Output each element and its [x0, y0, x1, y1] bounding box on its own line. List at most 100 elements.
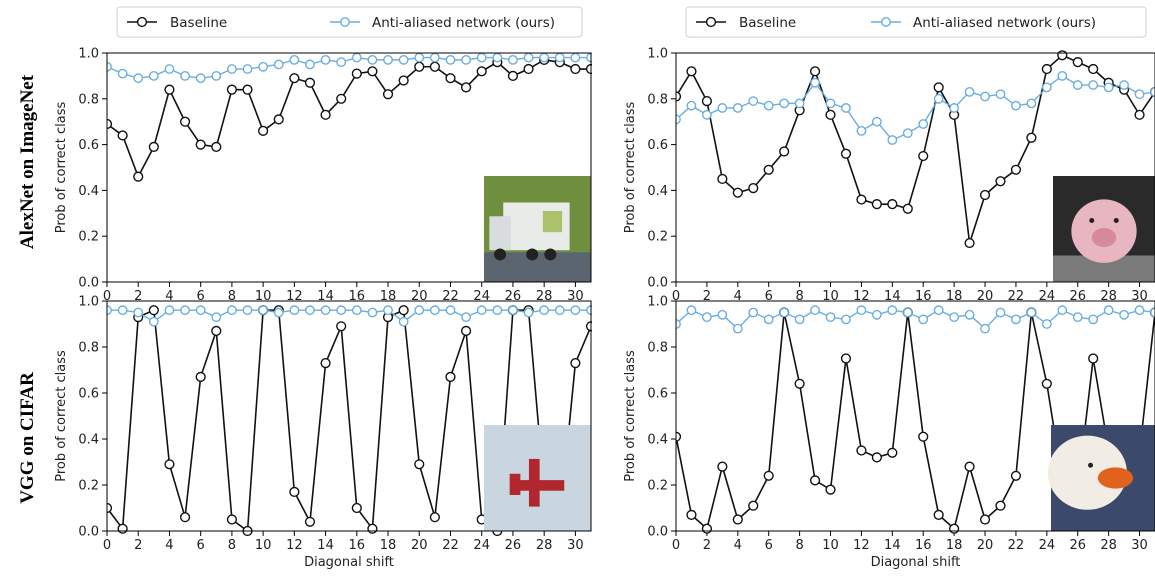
legend-baseline-label: Baseline: [170, 15, 227, 31]
legend-antialiased-label: Anti-aliased network (ours): [372, 15, 555, 31]
baseline-point: [414, 61, 425, 72]
baseline-point: [1041, 63, 1052, 75]
x-tick-label: 18: [380, 538, 397, 553]
antialiased-point: [902, 307, 913, 318]
baseline-point: [686, 66, 697, 77]
antialiased-point: [902, 128, 913, 139]
antialiased-point: [794, 98, 805, 109]
x-tick-label: 6: [765, 289, 773, 304]
plot-frame: [106, 300, 592, 532]
antialiased-point: [1011, 314, 1021, 325]
baseline-point: [460, 82, 472, 93]
antialiased-point: [1026, 307, 1037, 318]
y-tick-label: 0.4: [647, 184, 668, 199]
legend-antialiased-marker: [881, 17, 891, 27]
baseline-point: [748, 500, 759, 511]
baseline-point: [1010, 470, 1022, 481]
antialiased-point: [1088, 80, 1099, 90]
antialiased-point: [995, 307, 1006, 318]
y-tick-label: 0.2: [647, 479, 668, 494]
baseline-point: [964, 237, 975, 249]
antialiased-point: [676, 114, 681, 125]
antialiased-point: [539, 52, 550, 63]
x-tick-label: 30: [1131, 289, 1148, 304]
y-tick-label: 0.2: [78, 230, 99, 245]
baseline-point: [211, 325, 222, 337]
baseline-point: [523, 63, 534, 75]
antialiased-point: [476, 52, 487, 63]
x-tick-label: 0: [103, 289, 111, 304]
antialiased-point: [1150, 87, 1155, 97]
antialiased-line: [676, 309, 1155, 330]
baseline-point: [117, 523, 128, 534]
baseline-point: [164, 459, 175, 470]
y-tick-label: 1.0: [647, 47, 668, 62]
antialiased-point: [242, 305, 253, 316]
y-tick-label: 0.6: [647, 138, 668, 153]
antialiased-point: [539, 305, 550, 316]
antialiased-line: [107, 309, 591, 323]
antialiased-point: [748, 307, 759, 318]
antialiased-point: [686, 100, 697, 111]
x-tick-label: 0: [672, 538, 680, 553]
y-tick-label: 0.8: [78, 92, 99, 107]
legend-baseline-marker: [136, 16, 148, 28]
x-tick-label: 14: [884, 538, 901, 553]
baseline-point: [226, 84, 238, 95]
legend: Baseline Anti-aliased network (ours): [685, 6, 1147, 38]
y-tick-label: 0.6: [647, 387, 668, 402]
antialiased-point: [445, 305, 456, 316]
antialiased-point: [133, 73, 144, 84]
baseline-line: [107, 309, 592, 533]
y-tick-label: 0.8: [647, 92, 668, 107]
x-tick-label: 30: [1131, 538, 1148, 553]
antialiased-point: [351, 305, 362, 316]
chart-panel-1: 0.00.20.40.60.81.00 2 4 6 8 10 12 14 16 18 20 22 24 2…: [54, 6, 592, 304]
baseline-point: [195, 371, 206, 383]
x-tick-label: 24: [1039, 289, 1056, 304]
antialiased-point: [794, 314, 805, 325]
antialiased-point: [180, 71, 190, 81]
antialiased-point: [825, 98, 836, 109]
x-tick-label: 12: [853, 538, 870, 553]
antialiased-point: [1134, 89, 1145, 100]
x-tick-label: 16: [349, 538, 366, 553]
antialiased-point: [195, 73, 206, 84]
baseline-point: [1010, 164, 1022, 175]
baseline-point: [995, 176, 1006, 187]
antialiased-point: [1072, 80, 1083, 90]
red-airplane-photo: [484, 425, 591, 531]
x-tick-label: 12: [853, 289, 870, 304]
baseline-point: [179, 116, 191, 127]
x-tick-label: 2: [134, 289, 142, 304]
baseline-point: [717, 173, 728, 185]
baseline-point: [732, 187, 743, 198]
plot-frame: [675, 300, 1155, 532]
y-tick-label: 0.4: [78, 184, 99, 199]
baseline-point: [351, 68, 362, 79]
chart-panel-4: 0.00.20.40.60.81.00 2 4 6 8 10 12 14 16 18 20 22 24 2…: [623, 295, 1155, 570]
x-tick-label: 2: [703, 289, 711, 304]
baseline-point: [336, 321, 347, 332]
baseline-point: [445, 371, 456, 383]
baseline-point: [779, 146, 790, 157]
antialiased-point: [508, 305, 518, 316]
antialiased-point: [117, 68, 128, 79]
baseline-point: [304, 516, 316, 527]
x-tick-label: 14: [317, 538, 334, 553]
y-tick-label: 1.0: [78, 295, 99, 310]
antialiased-point: [336, 57, 347, 68]
baseline-point: [304, 77, 316, 88]
x-tick-label: 4: [734, 538, 742, 553]
x-tick-label: 8: [228, 538, 236, 553]
baseline-point: [856, 194, 867, 205]
x-tick-label: 20: [411, 538, 428, 553]
antialiased-point: [949, 103, 960, 113]
baseline-point: [476, 66, 487, 77]
antialiased-point: [1041, 319, 1052, 329]
baseline-point: [429, 512, 440, 523]
baseline-point: [1088, 353, 1099, 364]
antialiased-point: [414, 52, 425, 63]
plot-area: [676, 50, 1155, 249]
